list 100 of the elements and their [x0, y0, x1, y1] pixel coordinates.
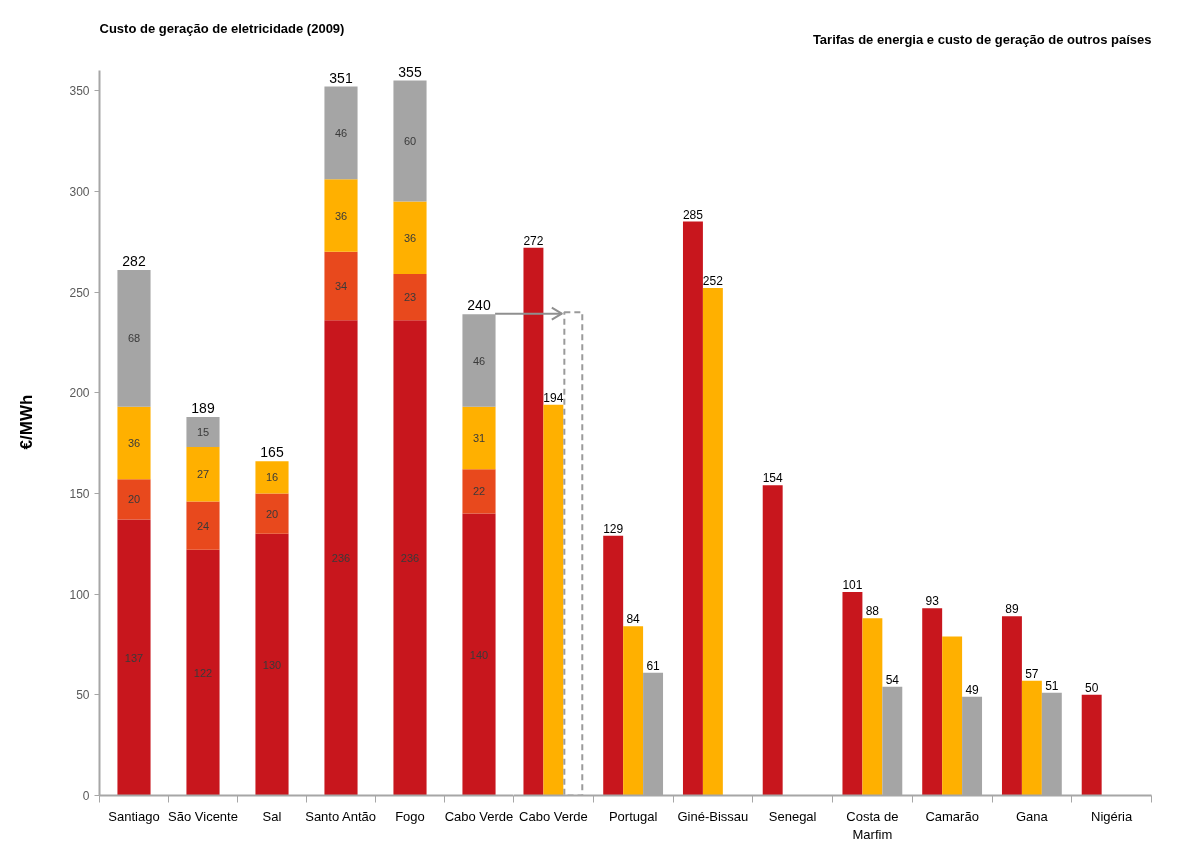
data-label: 22 — [472, 485, 486, 498]
x-tick-label: Santo Antão — [305, 808, 377, 824]
x-tick-label: Cabo Verde — [519, 808, 588, 824]
data-label: 68 — [127, 332, 141, 345]
bar — [186, 549, 220, 796]
data-label: 154 — [762, 471, 784, 486]
data-label: 51 — [1045, 678, 1059, 693]
data-label: 60 — [403, 134, 417, 147]
data-label: 140 — [469, 648, 489, 661]
data-label: 101 — [842, 578, 863, 593]
data-label: 27 — [196, 468, 210, 481]
y-tick-label: 300 — [69, 184, 90, 199]
y-tick-label: 250 — [69, 285, 90, 300]
bar — [623, 626, 644, 796]
bar — [462, 406, 496, 470]
x-tick-label: Gana — [1015, 808, 1049, 824]
bar — [186, 501, 220, 550]
total-label: 165 — [260, 444, 284, 461]
bar — [255, 533, 289, 796]
bar — [393, 201, 427, 274]
total-label: 189 — [191, 399, 215, 416]
bar — [942, 636, 963, 796]
x-tick-label: Fogo — [395, 808, 425, 824]
data-label: 50 — [1085, 680, 1099, 695]
bar — [324, 251, 358, 321]
bar — [117, 519, 151, 796]
bar — [117, 479, 151, 520]
bar — [762, 485, 783, 796]
data-label: 36 — [334, 209, 348, 222]
chart-title: Tarifas de energia e custo de geração de outros países — [812, 31, 1152, 47]
data-label: 236 — [331, 551, 351, 564]
data-label: 236 — [400, 551, 420, 564]
x-tick-label: Sal — [262, 808, 282, 824]
data-label: 252 — [702, 274, 724, 288]
x-tick-label: Portugal — [608, 808, 658, 824]
data-label: 93 — [925, 594, 940, 609]
y-tick-label: 50 — [76, 688, 90, 703]
data-label: 31 — [472, 432, 486, 445]
bar — [1001, 616, 1022, 796]
bar — [462, 314, 496, 407]
bar — [1021, 680, 1042, 796]
y-axis-title: €/MWh — [17, 394, 37, 450]
data-label: 130 — [262, 658, 282, 671]
data-label: 129 — [603, 521, 624, 536]
data-label: 54 — [885, 672, 900, 687]
x-tick-label: Senegal — [768, 808, 817, 824]
total-label: 351 — [329, 69, 353, 86]
bar — [543, 404, 564, 796]
chart-title: Custo de geração de eletricidade (2009) — [99, 20, 345, 36]
bar — [393, 273, 427, 321]
bar — [603, 535, 624, 796]
x-tick-label: Camarão — [925, 808, 979, 824]
bar — [842, 592, 863, 796]
data-label: 34 — [334, 279, 348, 292]
bar — [922, 608, 943, 796]
bar — [324, 320, 358, 796]
data-label: 137 — [124, 651, 144, 664]
y-tick-label: 100 — [69, 587, 90, 602]
data-label: 20 — [265, 507, 279, 520]
data-label: 20 — [127, 493, 141, 506]
y-tick-label: 350 — [69, 84, 90, 99]
x-tick-label: São Vicente — [168, 808, 238, 824]
bar — [393, 320, 427, 796]
x-tick-label: Costa de Marfim — [846, 808, 899, 842]
total-label: 240 — [467, 297, 491, 314]
y-tick-label: 0 — [82, 789, 90, 803]
bar — [186, 447, 220, 502]
bar — [324, 179, 358, 252]
bar — [682, 221, 703, 796]
bar — [862, 618, 883, 796]
total-label: 355 — [398, 63, 422, 80]
data-label: 89 — [1005, 602, 1019, 617]
data-label: 285 — [682, 207, 704, 222]
x-tick-label: Nigéria — [1091, 808, 1133, 824]
data-label: 36 — [127, 437, 141, 450]
bar — [1081, 694, 1102, 796]
x-tick-label: Cabo Verde — [444, 808, 514, 824]
bar — [324, 86, 358, 180]
data-label: 49 — [965, 682, 980, 697]
annotation: 282 — [122, 252, 146, 269]
data-label: 24 — [196, 519, 210, 532]
data-label: 57 — [1025, 666, 1039, 681]
bar — [462, 469, 496, 514]
bar — [117, 269, 151, 407]
bar — [462, 513, 496, 796]
data-label: 46 — [334, 126, 348, 139]
bar — [523, 247, 544, 796]
bar — [117, 406, 151, 480]
data-label: 272 — [523, 233, 544, 248]
y-tick-label: 200 — [69, 386, 90, 401]
data-label: 88 — [865, 604, 880, 619]
data-label: 15 — [196, 425, 210, 438]
bar — [255, 461, 289, 494]
bar — [393, 80, 427, 202]
x-tick-label: Santiago — [108, 808, 160, 824]
data-label: 61 — [646, 658, 661, 673]
data-label: 36 — [403, 231, 417, 244]
data-label: 16 — [265, 471, 279, 484]
bar — [186, 416, 220, 448]
x-tick-label: Giné-Bissau — [677, 808, 749, 824]
